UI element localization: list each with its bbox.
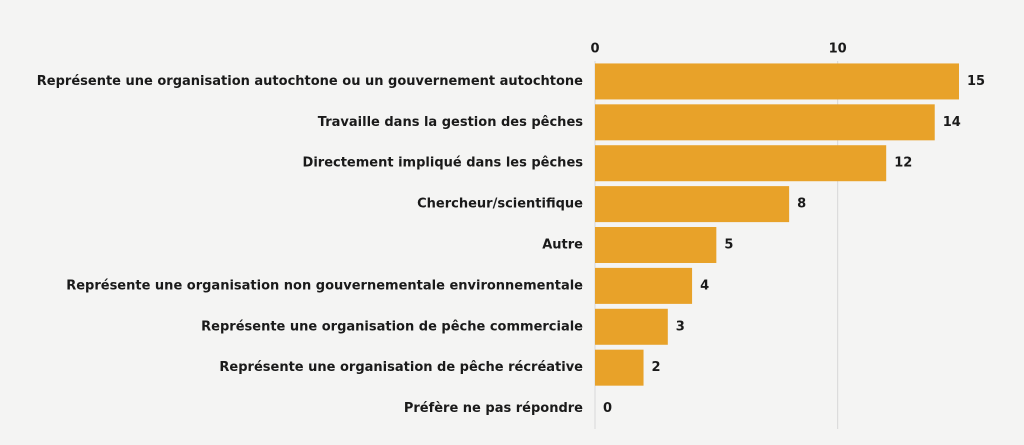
y-tick-label: Représente une organisation de pêche com… bbox=[201, 319, 583, 334]
bar bbox=[595, 104, 935, 141]
y-tick-label: Autre bbox=[542, 238, 583, 253]
value-label: 4 bbox=[700, 278, 709, 293]
value-label: 0 bbox=[603, 401, 612, 416]
y-tick-label: Chercheur/scientifique bbox=[417, 197, 583, 212]
y-tick-label: Travaille dans la gestion des pêches bbox=[318, 115, 583, 130]
y-tick-label: Représente une organisation non gouverne… bbox=[66, 278, 583, 293]
bar bbox=[595, 145, 887, 182]
y-tick-label: Représente une organisation autochtone o… bbox=[37, 74, 583, 89]
bar bbox=[595, 186, 790, 223]
y-tick-label: Préfère ne pas répondre bbox=[404, 401, 583, 416]
bar bbox=[595, 267, 693, 304]
value-label: 2 bbox=[652, 360, 661, 375]
value-label: 12 bbox=[894, 156, 912, 171]
x-tick-label: 10 bbox=[829, 42, 847, 57]
value-label: 3 bbox=[676, 319, 685, 334]
value-label: 8 bbox=[797, 197, 806, 212]
bar bbox=[595, 308, 668, 345]
value-label: 15 bbox=[967, 74, 985, 89]
bar bbox=[595, 63, 959, 100]
value-label: 5 bbox=[724, 238, 733, 253]
bar bbox=[595, 227, 717, 263]
bar bbox=[595, 349, 644, 386]
y-tick-label: Directement impliqué dans les pêches bbox=[303, 156, 584, 171]
x-tick-label: 0 bbox=[590, 42, 599, 57]
value-label: 14 bbox=[943, 115, 961, 130]
y-tick-label: Représente une organisation de pêche réc… bbox=[219, 360, 583, 375]
